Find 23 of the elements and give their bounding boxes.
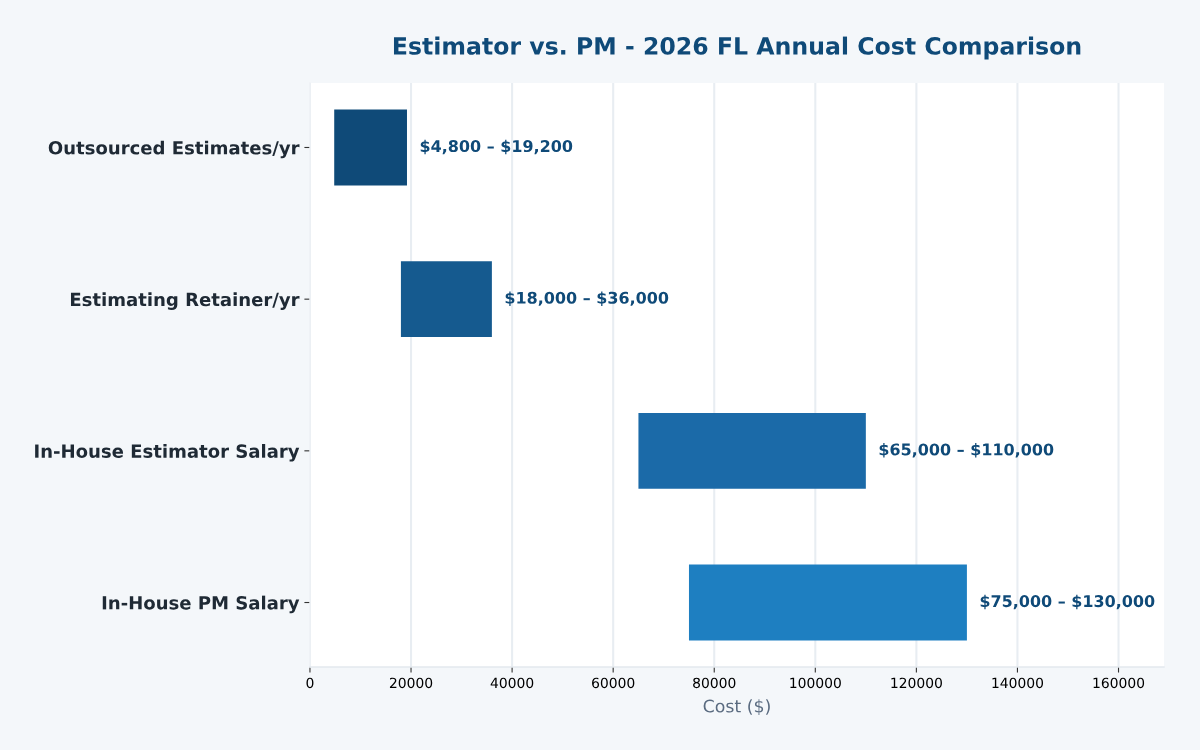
x-tick-label: 160000 [1093, 677, 1145, 689]
y-tick-label: Outsourced Estimates/yr [48, 140, 300, 159]
bar [334, 109, 407, 186]
x-tick-label: 20000 [389, 677, 433, 689]
y-tick-label: In-House Estimator Salary [35, 443, 300, 462]
annotation: $65,000 – $110,000 [879, 443, 1054, 458]
x-tick-label: 100000 [790, 677, 841, 689]
x-tick-label: 60000 [592, 677, 635, 689]
chart-title: Estimator vs. PM - 2026 FL Annual Cost Comparison [393, 36, 1081, 60]
x-tick-label: 0 [306, 677, 314, 689]
y-tick-label: Estimating Retainer/yr [70, 292, 300, 310]
x-tick-label: 40000 [490, 677, 534, 689]
x-tick-label: 80000 [693, 677, 736, 689]
bar [688, 564, 967, 641]
x-tick-label: 140000 [992, 677, 1044, 689]
x-axis-title: Cost ($) [703, 699, 770, 715]
annotation: $4,800 – $19,200 [420, 139, 573, 155]
bar [400, 261, 492, 338]
annotation: $18,000 – $36,000 [505, 291, 669, 306]
bar [638, 412, 866, 489]
x-tick-label: 120000 [891, 677, 942, 689]
annotation: $75,000 – $130,000 [980, 594, 1155, 610]
y-tick-label: In-House PM Salary [102, 595, 300, 614]
